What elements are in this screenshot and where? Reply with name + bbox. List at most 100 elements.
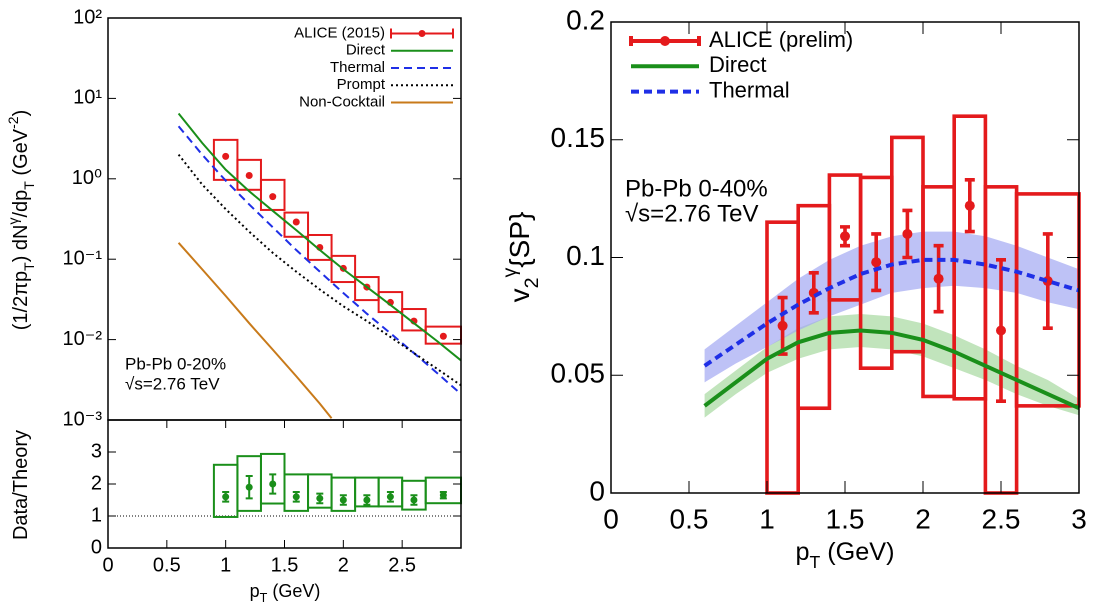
- data-point: [871, 257, 882, 268]
- legend-label: ALICE (prelim): [709, 27, 853, 52]
- label-part: T: [21, 262, 37, 271]
- data-point: [363, 496, 371, 504]
- label-part: p: [250, 581, 260, 601]
- x-tick-label: 1: [759, 503, 775, 534]
- systematic-box: [236, 158, 262, 191]
- y-tick-label: 0: [589, 475, 605, 506]
- data-point: [269, 480, 277, 488]
- y-tick-label: 3: [91, 440, 102, 462]
- label-part: p: [796, 538, 810, 566]
- data-point: [410, 496, 418, 504]
- systematic-box: [377, 291, 404, 314]
- x-tick-label: 0: [102, 554, 113, 576]
- data-point: [933, 273, 944, 284]
- data-point: [245, 483, 253, 491]
- annotation: √s=2.76 TeV: [625, 200, 759, 227]
- legend-label: Thermal: [330, 59, 385, 76]
- curve: [177, 242, 333, 419]
- legend-swatch: [418, 30, 426, 37]
- y-tick-label: 1: [91, 504, 102, 526]
- data-point: [439, 332, 447, 340]
- annotation: Pb-Pb 0-40%: [625, 175, 768, 202]
- systematic-box: [796, 203, 832, 411]
- label-part: -2: [5, 116, 21, 129]
- y-tick-label: 2: [91, 472, 102, 494]
- curve: [703, 257, 1079, 368]
- y-tick-label: 0.05: [551, 358, 606, 389]
- label-part: /dp: [10, 190, 32, 218]
- data-point: [439, 491, 447, 499]
- x-tick-label: 2: [915, 503, 931, 534]
- systematic-box: [401, 308, 427, 332]
- y-tick-label: 10⁰: [72, 167, 102, 189]
- data-point: [339, 496, 347, 504]
- x-tick-label: 0.5: [670, 503, 709, 534]
- data-point: [964, 200, 975, 211]
- label-part: {SP}: [504, 212, 535, 268]
- data-point: [316, 494, 324, 502]
- label-part: γ: [499, 267, 521, 277]
- data-point: [292, 493, 300, 501]
- label-part: v: [504, 288, 535, 302]
- label-part: (GeV): [267, 581, 320, 601]
- y-axis-label: v2γ{SP}: [499, 212, 543, 303]
- x-tick-label: 0.5: [153, 554, 181, 576]
- y-tick-label: 10⁻²: [63, 328, 103, 350]
- systematic-box: [354, 276, 380, 302]
- legend-label: Prompt: [337, 76, 386, 93]
- systematic-box: [330, 254, 357, 284]
- label-part: (GeV): [820, 538, 894, 566]
- systematic-box: [307, 233, 333, 261]
- data-point: [386, 493, 394, 501]
- x-tick-label: 2.5: [982, 503, 1021, 534]
- label-part: 2: [521, 277, 543, 288]
- label-part: (1/2πp: [10, 271, 32, 330]
- annotation: Pb-Pb 0-20%: [125, 354, 226, 373]
- x-tick-label: 1.5: [826, 503, 865, 534]
- legend-label: Non-Cocktail: [299, 93, 385, 110]
- curve: [177, 125, 461, 395]
- curve: [177, 153, 461, 387]
- systematic-box: [212, 463, 239, 518]
- data-point: [777, 320, 788, 331]
- y-tick-label: 10¹: [73, 87, 102, 109]
- data-point: [222, 152, 230, 160]
- y-tick-label: 0.2: [566, 4, 605, 35]
- y-tick-label: 10⁻¹: [63, 247, 103, 269]
- x-tick-label: 1: [220, 554, 231, 576]
- y-tick-label: 0.1: [566, 240, 605, 271]
- legend-label: ALICE (2015): [294, 24, 385, 41]
- x-tick-label: 0: [603, 503, 619, 534]
- data-point: [245, 171, 253, 179]
- label-part: (GeV: [10, 128, 32, 181]
- data-point: [269, 193, 277, 201]
- label-part: Data/Theory: [10, 430, 32, 540]
- y-axis-label: (1/2πpT) dNγ/dpT (GeV-2): [5, 110, 37, 331]
- label-part: γ: [5, 218, 21, 225]
- systematic-box: [283, 211, 310, 238]
- label-part: T: [21, 181, 37, 190]
- legend-swatch: [660, 36, 670, 46]
- x-tick-label: 2: [338, 554, 349, 576]
- y-tick-label: 10⁻³: [63, 408, 103, 430]
- annotation: √s=2.76 TeV: [125, 374, 220, 393]
- curve: [703, 328, 1079, 411]
- data-point: [996, 325, 1006, 336]
- y-axis-label: Data/Theory: [10, 430, 32, 540]
- label-part: ) dN: [10, 225, 32, 263]
- legend-label: Thermal: [709, 77, 790, 102]
- x-axis-label: pT (GeV): [796, 538, 895, 572]
- label-part: T: [810, 552, 821, 572]
- x-tick-label: 3: [1071, 503, 1087, 534]
- data-point: [840, 231, 850, 242]
- x-axis-label: pT (GeV): [250, 581, 321, 606]
- label-part: ): [10, 110, 32, 117]
- y-tick-label: 10²: [73, 6, 102, 28]
- label-part: T: [260, 591, 268, 605]
- x-tick-label: 1.5: [271, 554, 299, 576]
- data-point: [222, 493, 230, 501]
- legend-label: Direct: [346, 42, 386, 59]
- curve: [177, 112, 461, 362]
